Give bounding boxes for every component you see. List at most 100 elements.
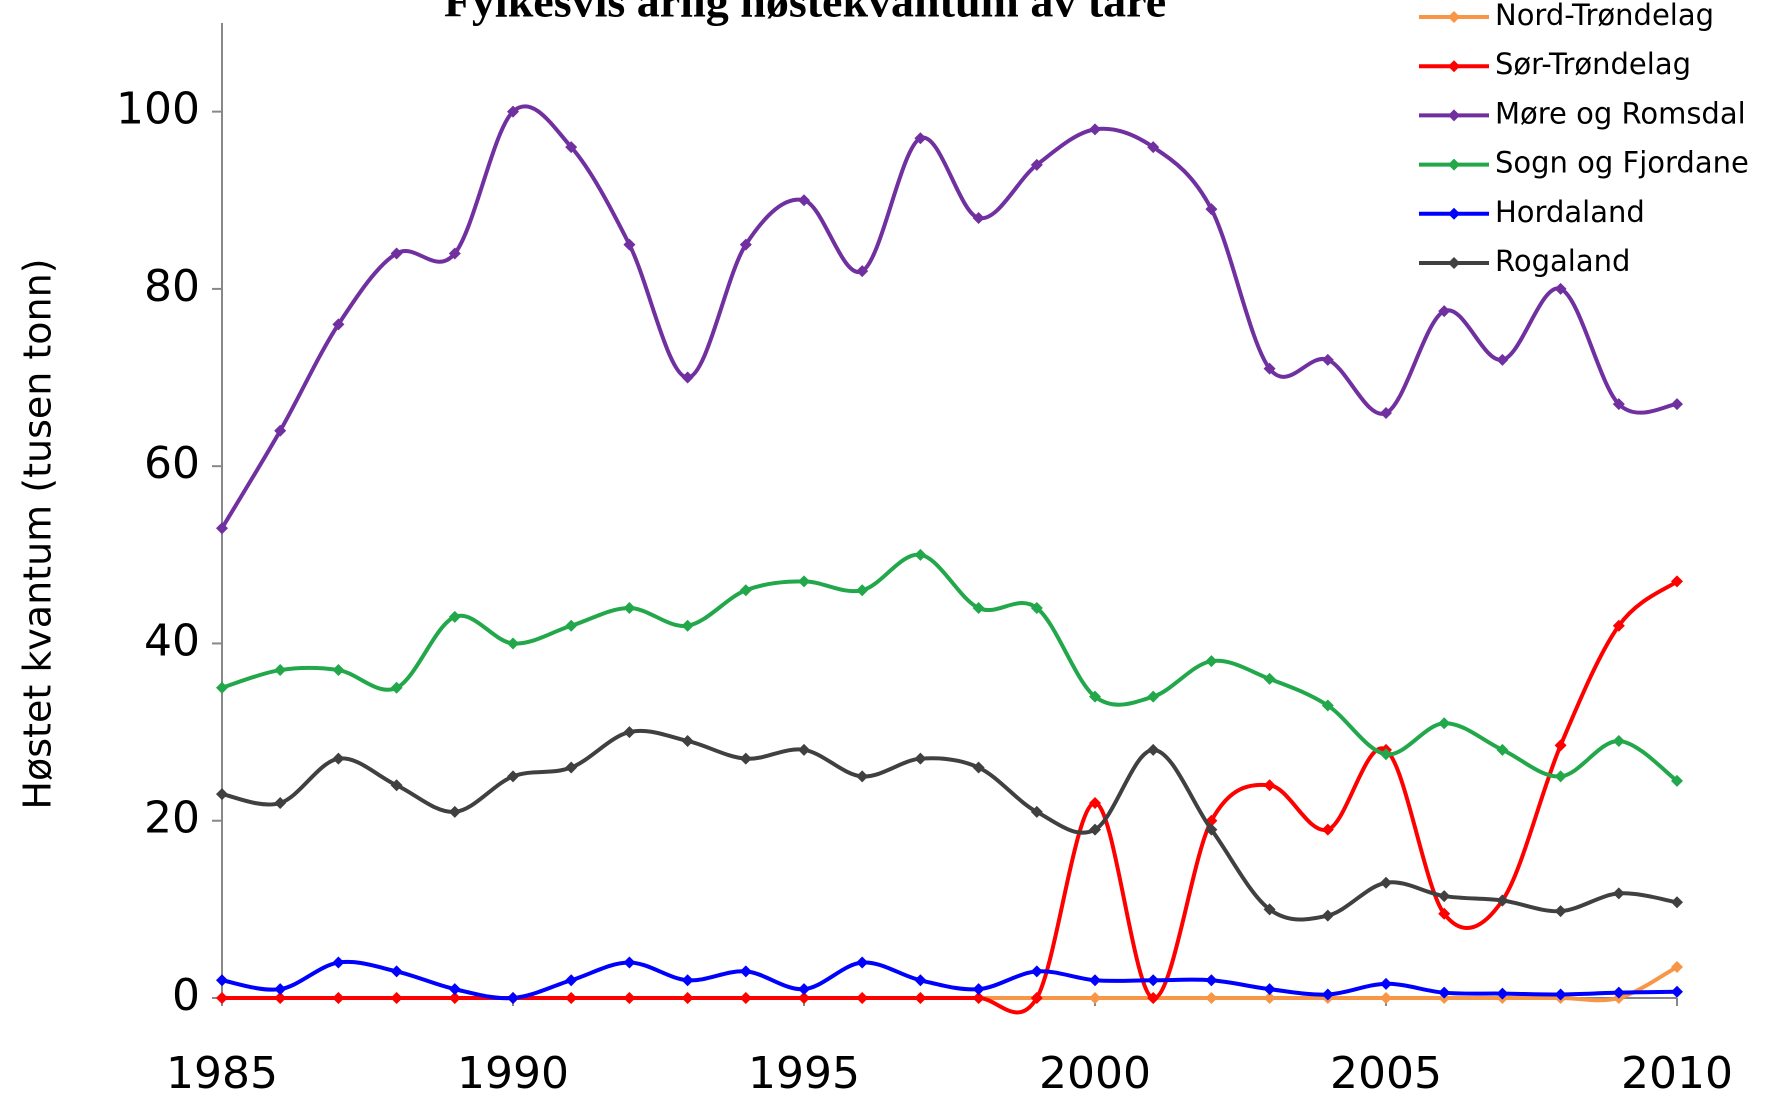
- marker: [856, 584, 869, 597]
- marker: [1321, 353, 1334, 366]
- marker: [216, 974, 228, 987]
- marker: [1030, 602, 1043, 614]
- marker: [1671, 774, 1683, 787]
- marker: [1671, 575, 1683, 588]
- marker: [274, 424, 287, 437]
- legend-marker: [1448, 158, 1460, 171]
- marker: [798, 575, 810, 588]
- marker: [332, 664, 345, 677]
- marker: [1205, 974, 1218, 987]
- marker: [1205, 655, 1218, 668]
- marker: [565, 141, 578, 154]
- marker: [1147, 743, 1160, 756]
- marker: [972, 992, 985, 1004]
- marker: [914, 974, 927, 987]
- marker: [274, 983, 287, 996]
- x-tick-label: 1985: [166, 1048, 278, 1099]
- marker: [1030, 992, 1043, 1004]
- y-tick-label: 80: [144, 261, 200, 312]
- marker: [1030, 158, 1043, 171]
- marker: [1263, 992, 1276, 1004]
- marker: [1380, 876, 1392, 889]
- marker: [390, 965, 403, 978]
- marker: [856, 956, 869, 969]
- marker: [1438, 986, 1451, 999]
- marker: [623, 992, 636, 1004]
- y-tick-label: 0: [172, 970, 200, 1021]
- marker: [332, 318, 345, 331]
- series-line: [220, 104, 1678, 530]
- marker: [623, 602, 636, 614]
- marker: [448, 610, 461, 623]
- marker: [1205, 203, 1218, 216]
- marker: [1321, 823, 1334, 836]
- legend-label: Møre og Romsdal: [1495, 96, 1746, 130]
- marker: [216, 681, 228, 694]
- legend-label: Sogn og Fjordane: [1495, 146, 1749, 180]
- y-tick-label: 20: [144, 793, 200, 844]
- marker: [798, 992, 810, 1004]
- marker: [739, 238, 752, 251]
- marker: [1263, 903, 1276, 916]
- marker: [1554, 905, 1567, 918]
- marker: [1671, 960, 1683, 973]
- marker: [1671, 896, 1683, 909]
- marker: [1496, 743, 1509, 756]
- marker: [1089, 797, 1101, 809]
- legend-label: Rogaland: [1495, 244, 1630, 278]
- marker: [681, 974, 694, 987]
- marker: [798, 983, 810, 996]
- marker: [914, 992, 927, 1004]
- marker: [914, 548, 927, 561]
- marker: [1089, 823, 1101, 836]
- marker: [681, 619, 694, 632]
- marker: [914, 752, 927, 765]
- marker: [448, 983, 461, 996]
- marker: [1321, 909, 1334, 922]
- marker: [681, 371, 694, 384]
- legend-marker: [1448, 257, 1460, 269]
- series-line: [221, 959, 1678, 1001]
- legend-label: Hordaland: [1495, 195, 1645, 229]
- marker: [856, 992, 869, 1004]
- marker: [1380, 407, 1392, 419]
- marker: [1496, 987, 1509, 1000]
- marker: [972, 212, 985, 224]
- marker: [507, 770, 519, 783]
- marker: [1612, 619, 1625, 632]
- marker: [1380, 992, 1392, 1004]
- marker: [856, 265, 869, 278]
- marker: [681, 992, 694, 1004]
- marker: [216, 522, 228, 535]
- marker: [332, 956, 345, 969]
- y-axis-label: Høstet kvantum (tusen tonn): [16, 258, 60, 809]
- marker: [332, 992, 345, 1004]
- series-line: [221, 552, 1679, 783]
- marker: [448, 992, 461, 1004]
- y-tick-label: 40: [144, 615, 200, 666]
- marker: [565, 761, 578, 774]
- marker: [1263, 779, 1276, 792]
- marker: [1380, 977, 1392, 990]
- marker: [1496, 353, 1509, 366]
- marker: [1147, 974, 1160, 987]
- marker: [1612, 398, 1625, 411]
- marker: [565, 974, 578, 987]
- marker: [623, 726, 636, 739]
- marker: [1321, 699, 1334, 712]
- marker: [1554, 739, 1567, 752]
- marker: [798, 743, 810, 756]
- marker: [1205, 992, 1218, 1004]
- marker: [507, 105, 519, 118]
- y-tick-label: 100: [116, 84, 200, 135]
- marker: [332, 752, 345, 765]
- x-tick-label: 2010: [1621, 1048, 1733, 1099]
- marker: [1380, 748, 1392, 761]
- marker: [565, 992, 578, 1004]
- marker: [390, 681, 403, 694]
- marker: [448, 247, 461, 260]
- marker: [274, 992, 287, 1004]
- marker: [1438, 907, 1451, 920]
- marker: [1147, 690, 1160, 703]
